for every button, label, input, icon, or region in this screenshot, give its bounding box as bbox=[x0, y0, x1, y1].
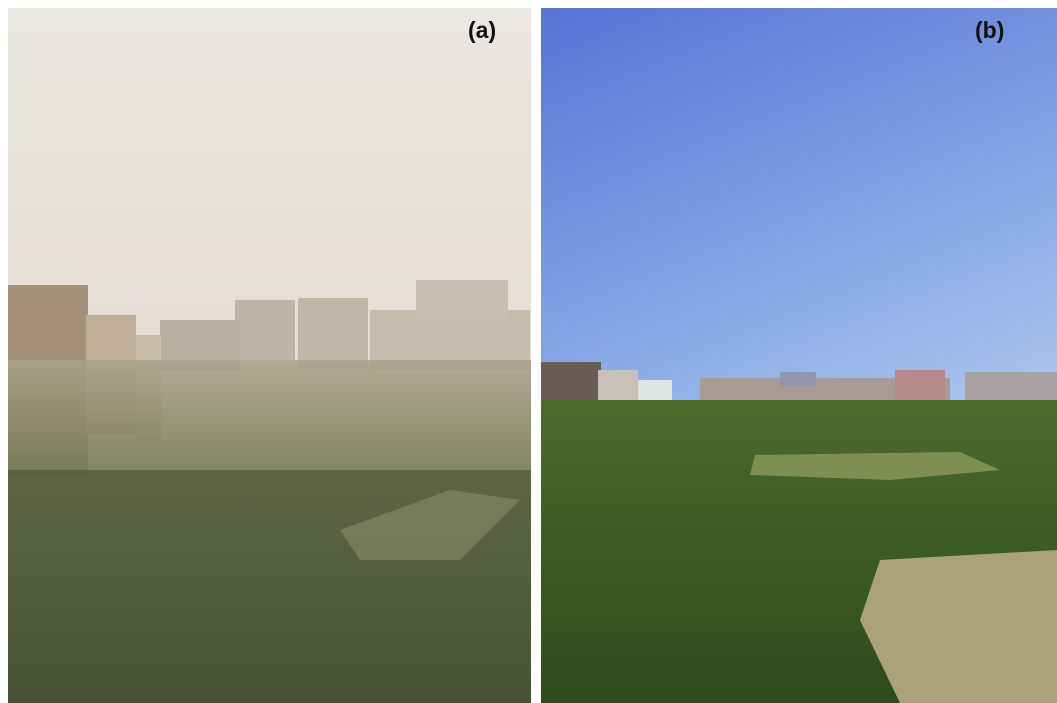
field bbox=[340, 490, 520, 560]
building bbox=[298, 298, 368, 368]
building bbox=[780, 372, 816, 386]
building bbox=[235, 300, 295, 360]
panel-a: (a) bbox=[8, 8, 531, 703]
panel-label: (a) bbox=[468, 17, 496, 43]
field bbox=[750, 452, 1000, 480]
building bbox=[416, 280, 508, 320]
panel-b: (b) bbox=[541, 8, 1057, 703]
field bbox=[860, 550, 1057, 703]
panel-label: (b) bbox=[975, 17, 1004, 43]
